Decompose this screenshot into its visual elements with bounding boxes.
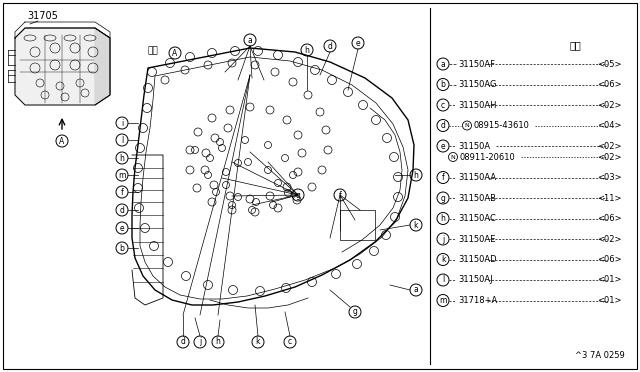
Text: k: k [441, 255, 445, 264]
Text: <01>: <01> [598, 296, 622, 305]
Text: g: g [440, 193, 445, 202]
Text: k: k [256, 337, 260, 346]
Text: m: m [439, 296, 447, 305]
Text: ^3 7A 0259: ^3 7A 0259 [575, 351, 625, 360]
Text: <06>: <06> [597, 214, 622, 223]
Text: h: h [440, 214, 445, 223]
Text: j: j [199, 337, 201, 346]
Text: <02>: <02> [598, 100, 622, 109]
Polygon shape [95, 28, 110, 105]
Text: 31150A: 31150A [458, 141, 490, 151]
Text: h: h [413, 170, 419, 180]
Text: d: d [328, 42, 332, 51]
Text: c: c [288, 337, 292, 346]
Polygon shape [15, 28, 110, 105]
Text: d: d [180, 337, 186, 346]
Text: i: i [121, 119, 123, 128]
Text: 31150AF: 31150AF [458, 60, 495, 68]
Text: 08915-43610: 08915-43610 [473, 121, 529, 130]
Text: j: j [442, 234, 444, 244]
Text: a: a [440, 60, 445, 68]
Text: <02>: <02> [598, 234, 622, 244]
Text: <02>: <02> [598, 141, 622, 151]
Text: 31150AC: 31150AC [458, 214, 496, 223]
Text: f: f [120, 187, 124, 196]
Text: 08911-20610: 08911-20610 [459, 153, 515, 161]
Text: d: d [120, 205, 124, 215]
Text: a: a [413, 285, 419, 295]
Text: N: N [451, 154, 456, 160]
Text: 31150AE: 31150AE [458, 234, 495, 244]
Text: 31150AJ: 31150AJ [458, 276, 493, 285]
Text: <04>: <04> [598, 121, 622, 130]
Text: d: d [440, 121, 445, 130]
Text: k: k [413, 221, 419, 230]
Text: 数量: 数量 [569, 40, 581, 50]
Text: f: f [339, 190, 341, 199]
Text: l: l [121, 135, 123, 144]
Text: g: g [296, 190, 300, 199]
Text: 31705: 31705 [27, 11, 58, 21]
Text: e: e [356, 38, 360, 48]
Text: e: e [120, 224, 124, 232]
Text: <06>: <06> [597, 80, 622, 89]
Text: <05>: <05> [598, 60, 622, 68]
Text: b: b [440, 80, 445, 89]
Text: 31150AA: 31150AA [458, 173, 496, 182]
Text: 31150AD: 31150AD [458, 255, 497, 264]
Text: m: m [118, 170, 125, 180]
Text: <02>: <02> [598, 153, 622, 161]
Text: <01>: <01> [598, 276, 622, 285]
Polygon shape [15, 22, 110, 38]
Text: 31150AG: 31150AG [458, 80, 497, 89]
Text: h: h [305, 45, 309, 55]
Text: 31150AB: 31150AB [458, 193, 496, 202]
Text: 31150AH: 31150AH [458, 100, 497, 109]
Text: b: b [120, 244, 124, 253]
Text: 石視: 石視 [148, 46, 159, 55]
Text: <11>: <11> [598, 193, 622, 202]
Text: N: N [465, 123, 469, 128]
Text: h: h [216, 337, 220, 346]
Text: <06>: <06> [597, 255, 622, 264]
Text: l: l [442, 276, 444, 285]
Text: e: e [441, 141, 445, 151]
Text: f: f [442, 173, 444, 182]
Text: a: a [248, 35, 252, 45]
Text: g: g [353, 308, 357, 317]
Text: A: A [172, 48, 178, 58]
Text: h: h [120, 154, 124, 163]
Text: A: A [60, 137, 65, 145]
Text: 31718+A: 31718+A [458, 296, 497, 305]
Text: <03>: <03> [597, 173, 622, 182]
Text: c: c [441, 100, 445, 109]
